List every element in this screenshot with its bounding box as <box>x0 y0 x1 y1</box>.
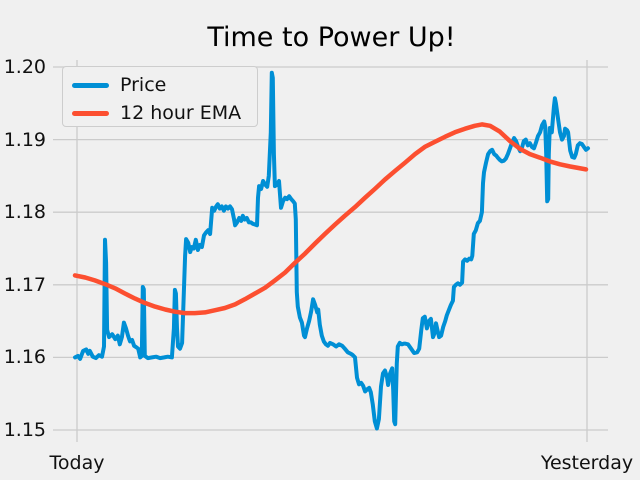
y-tick-label: 1.19 <box>3 129 46 151</box>
chart-title: Time to Power Up! <box>207 22 456 53</box>
legend: Price 12 hour EMA <box>62 66 258 127</box>
legend-label-ema: 12 hour EMA <box>120 102 242 124</box>
y-tick-label: 1.17 <box>3 274 46 296</box>
12-hour-ema-line <box>72 122 589 316</box>
legend-item-price: Price <box>72 71 257 99</box>
legend-item-ema: 12 hour EMA <box>72 99 257 127</box>
x-tick-label-yesterday: Yesterday <box>540 452 634 474</box>
legend-swatch-price-icon <box>72 82 109 88</box>
legend-label-price: Price <box>120 74 167 96</box>
y-tick-label: 1.16 <box>3 346 46 368</box>
y-tick-label: 1.18 <box>3 201 46 223</box>
x-tick-label-today: Today <box>49 452 105 474</box>
y-tick-label: 1.15 <box>3 419 46 441</box>
legend-swatch-ema-icon <box>72 110 109 116</box>
price-line <box>73 70 590 431</box>
y-tick-label: 1.20 <box>3 56 46 78</box>
